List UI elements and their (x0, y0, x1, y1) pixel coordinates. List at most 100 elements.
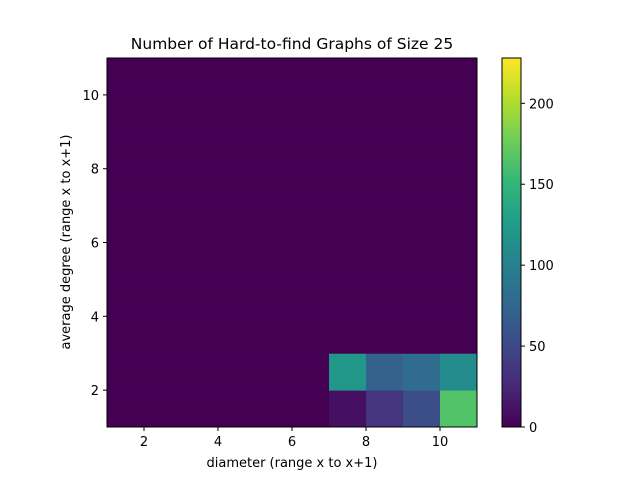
heatmap-cell (292, 94, 330, 133)
heatmap-cell (181, 353, 219, 391)
heatmap-cell (329, 168, 367, 207)
heatmap-cell (144, 94, 182, 133)
heatmap-cell (218, 279, 256, 317)
heatmap-cell (255, 168, 293, 207)
heatmap-cell (440, 58, 478, 96)
heatmap-cell (366, 390, 404, 428)
heatmap-cell (144, 205, 182, 243)
y-axis-ticks: 2 4 6 8 10 (82, 89, 107, 399)
heatmap-cell (366, 131, 404, 170)
heatmap-cell (366, 279, 404, 317)
heatmap-cell (107, 94, 145, 133)
heatmap-cell (440, 279, 478, 317)
heatmap-cell (329, 353, 367, 391)
heatmap-cell (329, 131, 367, 170)
y-tick-label: 10 (82, 89, 99, 104)
x-tick-label: 2 (140, 435, 148, 450)
heatmap-cell (403, 316, 441, 354)
heatmap-cell (181, 279, 219, 317)
heatmap-cell (292, 58, 330, 96)
heatmap-cell (403, 168, 441, 207)
y-axis-label: average degree (range x to x+1) (59, 135, 74, 350)
y-tick-label: 6 (91, 237, 99, 252)
heatmap-cell (255, 58, 293, 96)
heatmap-cell (107, 168, 145, 207)
heatmap-cell (255, 131, 293, 170)
heatmap-cell (218, 353, 256, 391)
colorbar-ticks: 0 50 100 150 200 (521, 97, 554, 436)
x-tick-label: 4 (214, 435, 222, 450)
heatmap-cell (292, 353, 330, 391)
heatmap-cell (366, 168, 404, 207)
heatmap-cell (403, 390, 441, 428)
heatmap-cell (292, 279, 330, 317)
heatmap-cell (218, 168, 256, 207)
heatmap-cell (255, 242, 293, 280)
heatmap-cell (218, 316, 256, 354)
heatmap-cell (403, 205, 441, 243)
heatmap-cell (181, 168, 219, 207)
heatmap-cell (366, 353, 404, 391)
heatmap-cell (218, 205, 256, 243)
colorbar-tick-label: 200 (529, 97, 554, 112)
heatmap-cell (403, 242, 441, 280)
heatmap-cell (440, 353, 478, 391)
heatmap-cell (218, 390, 256, 428)
heatmap-cell (255, 94, 293, 133)
x-axis-ticks: 2 4 6 8 10 (140, 427, 448, 450)
x-tick-label: 6 (288, 435, 296, 450)
heatmap-cell (329, 390, 367, 428)
heatmap-cell (255, 205, 293, 243)
heatmap-cell (181, 242, 219, 280)
colorbar-tick-label: 50 (529, 340, 546, 355)
heatmap-cell (181, 94, 219, 133)
heatmap-cell (440, 205, 478, 243)
heatmap-cell (255, 390, 293, 428)
x-tick-label: 8 (362, 435, 370, 450)
heatmap-cell (403, 58, 441, 96)
heatmap-cell (107, 390, 145, 428)
heatmap-cell (292, 242, 330, 280)
heatmap-cell (181, 205, 219, 243)
heatmap-cell (292, 168, 330, 207)
colorbar-tick-label: 0 (529, 421, 537, 436)
heatmap-cell (218, 242, 256, 280)
heatmap-cell (144, 316, 182, 354)
heatmap-cell (144, 58, 182, 96)
heatmap-cell (292, 205, 330, 243)
heatmap-cell (292, 390, 330, 428)
y-tick-label: 8 (91, 163, 99, 178)
colorbar (501, 57, 522, 428)
heatmap-cell (329, 205, 367, 243)
heatmap-cell (181, 131, 219, 170)
heatmap-cell (181, 316, 219, 354)
heatmap-cell (366, 94, 404, 133)
heatmap-cell (181, 390, 219, 428)
heatmap-cell (440, 131, 478, 170)
heatmap-cell (255, 353, 293, 391)
heatmap-cell (403, 94, 441, 133)
x-axis-label: diameter (range x to x+1) (206, 456, 377, 471)
heatmap-cell (440, 390, 478, 428)
y-tick-label: 4 (91, 310, 99, 325)
heatmap-cell (329, 242, 367, 280)
heatmap-cell (366, 58, 404, 96)
heatmap-cell (440, 168, 478, 207)
heatmap-cell (329, 316, 367, 354)
heatmap-cell (107, 131, 145, 170)
heatmap-cell (144, 131, 182, 170)
x-tick-label: 10 (432, 435, 449, 450)
heatmap-cell (144, 168, 182, 207)
heatmap-cell (107, 279, 145, 317)
heatmap-cell (366, 316, 404, 354)
heatmap-cell (403, 353, 441, 391)
heatmap-cell (366, 205, 404, 243)
heatmap-cell (144, 279, 182, 317)
heatmap-cell (440, 94, 478, 133)
heatmap-cell (366, 242, 404, 280)
heatmap-cell (255, 316, 293, 354)
heatmap-cell (255, 279, 293, 317)
colorbar-tick-label: 150 (529, 178, 554, 193)
heatmap-cell (107, 242, 145, 280)
